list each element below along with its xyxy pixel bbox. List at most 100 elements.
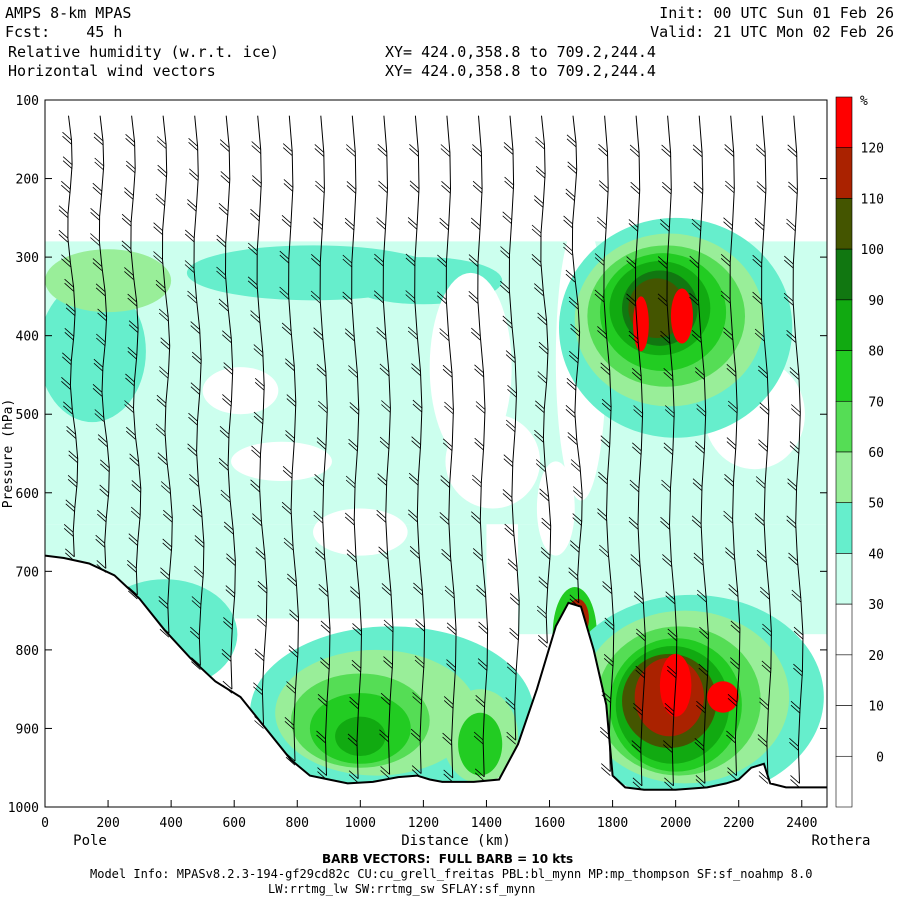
rh-field: [45, 100, 827, 807]
wind-barb-flag: [62, 156, 73, 169]
wind-barb-flag: [63, 524, 74, 537]
wind-barb-flag: [64, 328, 75, 341]
wind-barb-flag: [405, 290, 415, 303]
wind-barb-flag: [190, 321, 200, 334]
colorbar-swatch: [835, 96, 853, 149]
colorbar-label: 90: [868, 294, 884, 309]
wind-barb-flag: [253, 682, 263, 695]
wind-barb-flag: [221, 649, 232, 662]
wind-barb-flag: [478, 621, 488, 635]
wind-barb-flag: [601, 763, 611, 776]
wind-barb-flag: [503, 454, 514, 467]
wind-barb-flag: [190, 382, 201, 395]
x-tick-label: 2400: [786, 816, 817, 831]
wind-barb-flag: [257, 614, 267, 628]
wind-barb-flag: [504, 523, 514, 537]
wind-barb-flag: [601, 690, 612, 704]
wind-barb-flag: [531, 254, 542, 267]
terrain-mask: [45, 555, 827, 807]
wind-barb-flag: [90, 233, 100, 246]
wind-barb-flag: [474, 768, 485, 782]
wind-barb-flag: [374, 253, 384, 267]
wind-barb-flag: [222, 330, 232, 343]
wind-barb-flag: [632, 777, 643, 791]
y-tick-label: 800: [16, 644, 39, 659]
wind-barb-flag: [600, 726, 610, 740]
rh-clear-patch: [202, 367, 279, 415]
wind-barb-flag: [663, 368, 673, 381]
wind-barb-flag: [252, 513, 262, 526]
wind-barb-flag: [600, 435, 611, 448]
wind-barb-flag: [630, 181, 640, 195]
wind-barb-flag: [216, 266, 226, 280]
wind-barb-flag: [724, 144, 734, 157]
wind-barb-flag: [755, 476, 766, 489]
wind-barb-flag: [129, 453, 139, 467]
wind-barb-flag: [94, 157, 104, 171]
wind-barb-flag: [317, 694, 328, 707]
wind-barb-flag: [124, 187, 134, 200]
wind-barb-flag: [566, 378, 577, 391]
wind-barb-flag: [752, 291, 762, 305]
wind-barb-flag: [790, 700, 801, 714]
wind-barb-flag: [349, 402, 360, 415]
wind-barb-flag: [660, 516, 670, 530]
wind-barb-flag: [444, 585, 455, 599]
wind-barb-flag: [758, 771, 769, 784]
wind-barb-flag: [411, 765, 422, 778]
y-tick-label: 1000: [8, 801, 39, 816]
wind-barb-flag: [730, 657, 740, 670]
rh-low-80: [335, 716, 386, 756]
wind-barb-flag: [440, 144, 451, 157]
wind-barb-flag: [598, 143, 608, 157]
wind-barb-flag: [163, 509, 173, 523]
wind-barb-flag: [247, 276, 258, 290]
wind-barb-flag: [66, 426, 76, 439]
wind-barb-flag: [223, 617, 233, 630]
wind-barb-flag: [187, 290, 197, 304]
x-tick-label: 2000: [660, 816, 691, 831]
wind-barb-flag: [604, 617, 615, 631]
wind-barb-flag: [58, 205, 69, 218]
wind-barb-flag: [317, 767, 327, 780]
wind-barb-flag: [727, 400, 738, 414]
wind-barb-flag: [194, 565, 204, 579]
wind-barb-flag: [412, 399, 423, 413]
wind-barb-flag: [158, 596, 169, 609]
wind-barb-flag: [250, 479, 260, 493]
wind-barb-flag: [633, 703, 643, 716]
wind-barb-flag: [124, 400, 134, 413]
wind-barb-flag: [383, 619, 394, 633]
x-endpoint-pole: Pole: [73, 833, 107, 849]
y-tick-label: 100: [16, 94, 39, 109]
wind-barb-flag: [756, 549, 767, 563]
wind-barb-flag: [505, 350, 516, 363]
wind-barb-flag: [376, 509, 386, 523]
wind-barb-flag: [537, 312, 547, 326]
wind-barb-flag: [254, 378, 265, 391]
wind-barb-flag: [253, 411, 264, 425]
rh-band-50: [45, 249, 172, 313]
model-info-2: LW:rrtmg_lw SW:rrtmg_sw SFLAY:sf_mynn: [268, 882, 536, 896]
wind-barb-flag: [535, 400, 545, 414]
wind-barb-flag: [159, 366, 169, 379]
wind-barb-flag: [567, 161, 577, 175]
wind-barb-flag: [383, 656, 393, 669]
y-tick-label: 700: [16, 565, 39, 580]
colorbar-swatch: [835, 198, 853, 250]
wind-barb-flag: [563, 215, 573, 229]
rh-clear-patch: [231, 441, 332, 481]
wind-barb-flag: [378, 180, 388, 194]
wind-barb-flag: [540, 547, 551, 560]
wind-barb-flag: [289, 609, 299, 622]
wind-barb-flag: [192, 504, 202, 518]
wind-barb-flag: [348, 365, 358, 378]
x-tick-label: 800: [286, 816, 309, 831]
wind-barb-flag: [320, 657, 330, 670]
wind-barb-flag: [95, 534, 105, 548]
wind-barb-flag: [628, 330, 639, 344]
wind-barb-flag: [65, 499, 76, 513]
wind-barb-flag: [726, 730, 736, 744]
wind-barb-flag: [787, 478, 797, 491]
wind-barb-flag: [250, 310, 260, 323]
